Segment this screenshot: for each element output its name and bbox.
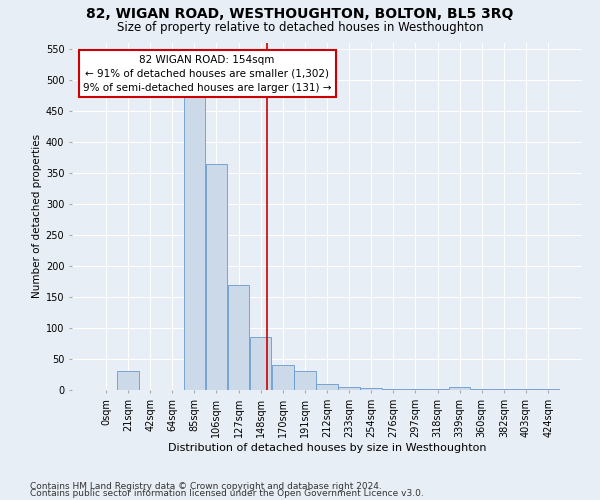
Bar: [294, 372, 316, 390]
Bar: [184, 86, 205, 390]
X-axis label: Distribution of detached houses by size in Westhoughton: Distribution of detached houses by size …: [168, 442, 486, 452]
Bar: [493, 389, 515, 390]
Bar: [471, 389, 493, 390]
Bar: [316, 384, 338, 390]
Bar: [338, 387, 360, 390]
Text: Contains HM Land Registry data © Crown copyright and database right 2024.: Contains HM Land Registry data © Crown c…: [30, 482, 382, 491]
Bar: [538, 389, 559, 390]
Bar: [361, 388, 382, 390]
Y-axis label: Number of detached properties: Number of detached properties: [32, 134, 41, 298]
Bar: [272, 365, 293, 390]
Bar: [427, 389, 448, 390]
Bar: [117, 372, 139, 390]
Bar: [405, 389, 426, 390]
Bar: [383, 389, 404, 390]
Text: Size of property relative to detached houses in Westhoughton: Size of property relative to detached ho…: [116, 21, 484, 34]
Bar: [206, 164, 227, 390]
Text: 82 WIGAN ROAD: 154sqm
← 91% of detached houses are smaller (1,302)
9% of semi-de: 82 WIGAN ROAD: 154sqm ← 91% of detached …: [83, 54, 331, 92]
Text: Contains public sector information licensed under the Open Government Licence v3: Contains public sector information licen…: [30, 490, 424, 498]
Bar: [228, 284, 249, 390]
Bar: [250, 338, 271, 390]
Bar: [449, 387, 470, 390]
Text: 82, WIGAN ROAD, WESTHOUGHTON, BOLTON, BL5 3RQ: 82, WIGAN ROAD, WESTHOUGHTON, BOLTON, BL…: [86, 8, 514, 22]
Bar: [515, 389, 537, 390]
